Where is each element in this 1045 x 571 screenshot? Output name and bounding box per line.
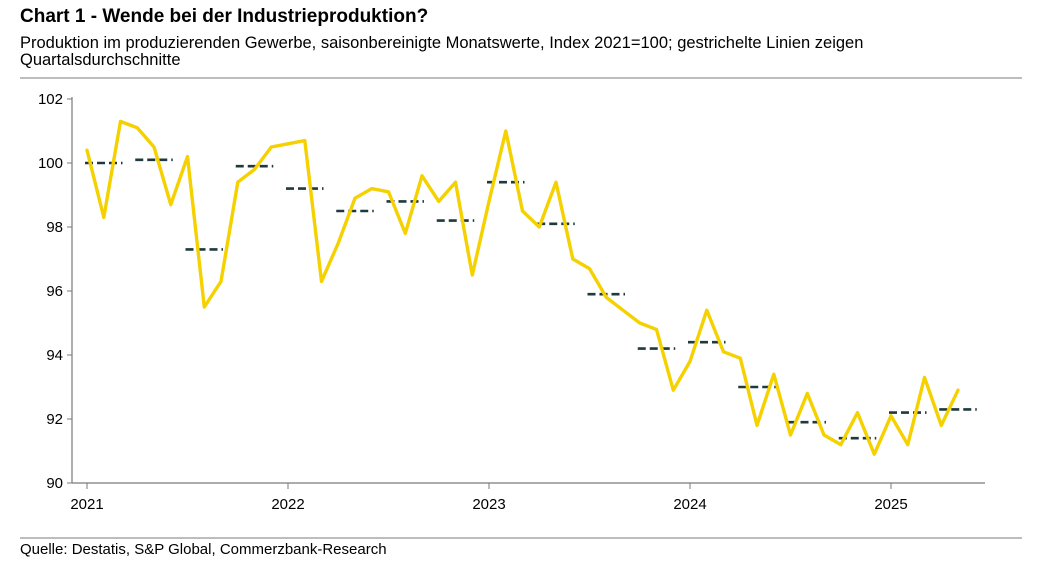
y-tick-label: 102 — [38, 91, 63, 108]
y-tick-label: 90 — [46, 475, 63, 492]
y-axis: 90 92 94 96 98 100 102 — [38, 91, 73, 492]
chart-title: Chart 1 - Wende bei der Industrieprodukt… — [20, 6, 429, 27]
quarterly-average-series — [85, 158, 977, 440]
monthly-series — [85, 119, 960, 456]
x-tick-label: 2025 — [874, 496, 907, 513]
monthly-line — [85, 119, 960, 456]
x-axis: 2021 2022 2023 2024 2025 — [70, 482, 985, 513]
top-divider — [20, 77, 1022, 79]
y-tick-label: 98 — [46, 219, 63, 236]
x-tick-label: 2021 — [70, 496, 103, 513]
y-tick-label: 100 — [38, 155, 63, 172]
y-tick-label: 92 — [46, 411, 63, 428]
source-note: Quelle: Destatis, S&P Global, Commerzban… — [20, 541, 387, 558]
x-tick-label: 2023 — [472, 496, 505, 513]
x-tick-label: 2024 — [673, 496, 706, 513]
y-tick-label: 96 — [46, 283, 63, 300]
chart-subtitle: Produktion im produzierenden Gewerbe, sa… — [20, 34, 864, 69]
x-tick-label: 2022 — [271, 496, 304, 513]
y-tick-label: 94 — [46, 347, 63, 364]
bottom-divider — [20, 537, 1022, 539]
